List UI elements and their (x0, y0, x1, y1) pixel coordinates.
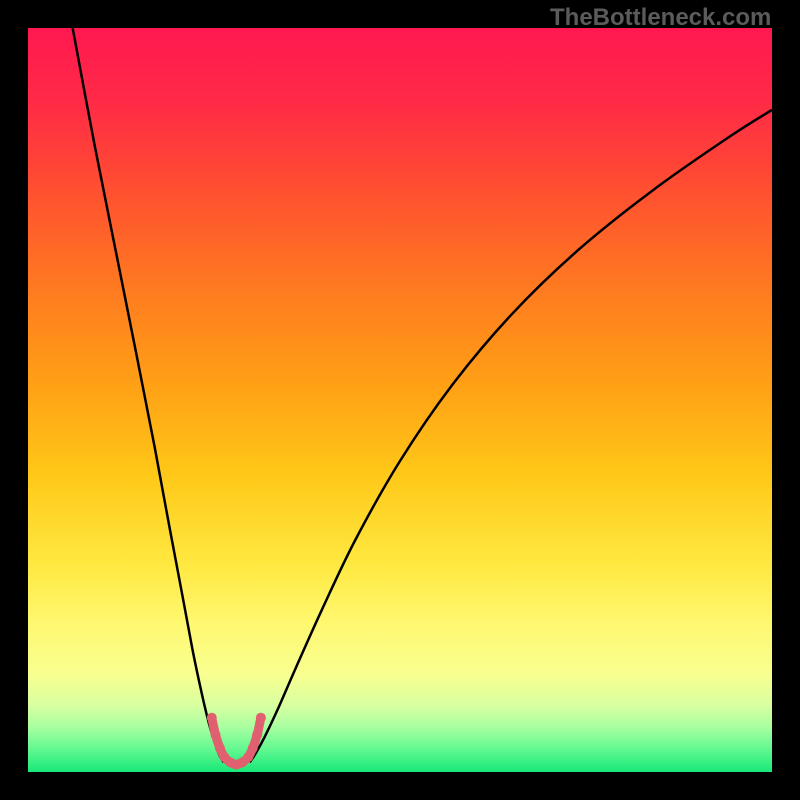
bottleneck-curve-chart (28, 28, 772, 772)
chart-frame: TheBottleneck.com (0, 0, 800, 800)
watermark-text: TheBottleneck.com (550, 4, 771, 32)
curve-left (73, 28, 224, 762)
curve-right (250, 110, 772, 762)
valley-marker-dot (215, 743, 225, 753)
valley-marker-dot (243, 752, 253, 762)
valley-marker-dot (256, 713, 266, 723)
valley-marker-dot (252, 730, 262, 740)
plot-area (28, 28, 772, 772)
valley-marker-dot (210, 730, 220, 740)
valley-marker-dot (248, 743, 258, 753)
valley-marker-dot (207, 713, 217, 723)
